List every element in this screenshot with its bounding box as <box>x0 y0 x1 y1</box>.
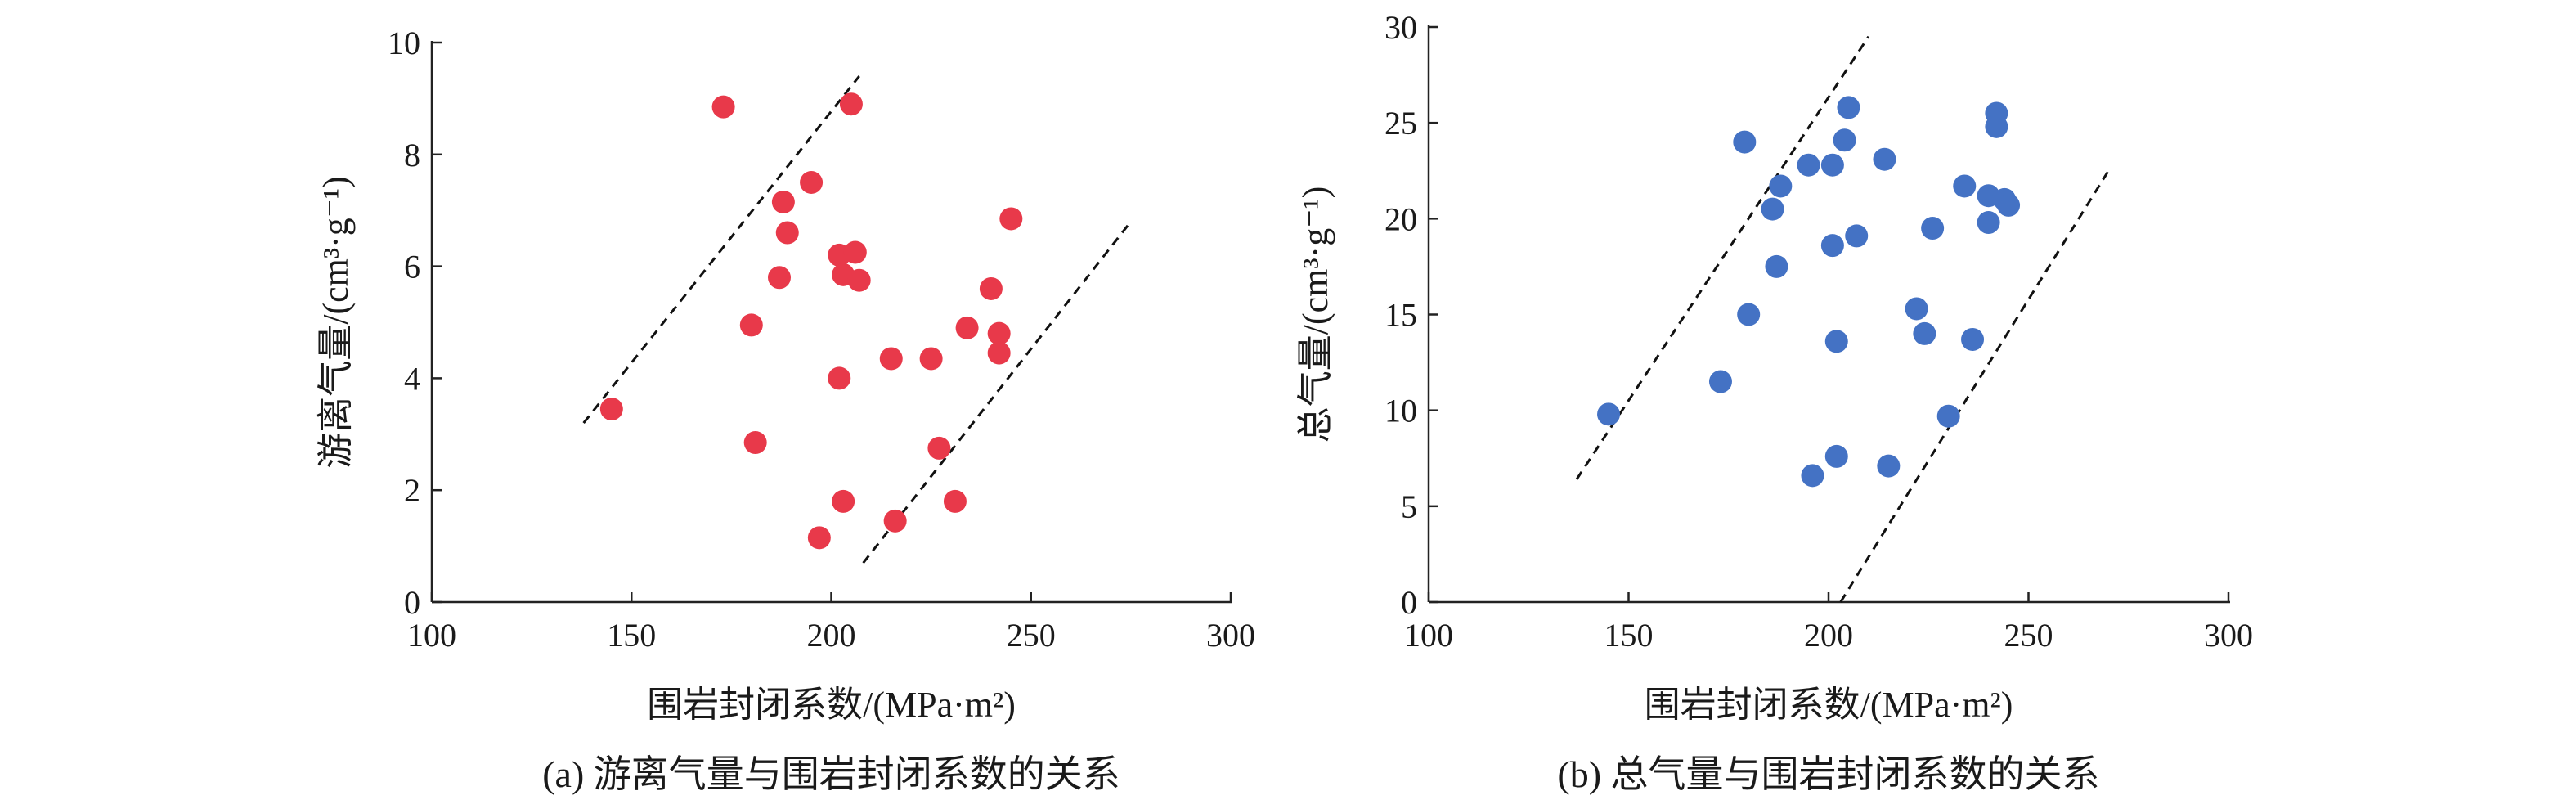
y-axis-title: 总气量/(cm³·g⁻¹) <box>1295 187 1335 443</box>
data-point <box>711 95 735 119</box>
data-point <box>1737 303 1761 326</box>
boundary-dashed-line <box>1575 35 1870 480</box>
y-tick-label: 20 <box>1384 200 1417 237</box>
data-point <box>1977 211 2000 235</box>
data-point <box>979 276 1003 300</box>
data-point <box>843 240 867 264</box>
data-point <box>943 489 967 513</box>
data-point <box>999 207 1023 231</box>
y-tick-label: 10 <box>388 25 420 61</box>
data-point <box>771 190 795 213</box>
chart-b: 100 150 200 250 300 0 5 10 15 20 25 30 围岩封闭系数/(MPa·m… <box>1288 0 2576 809</box>
data-point <box>879 347 903 371</box>
data-point <box>800 171 824 194</box>
data-point <box>1769 174 1793 198</box>
data-point <box>1824 330 1848 353</box>
x-axis-title: 围岩封闭系数/(MPa·m²) <box>647 685 1016 725</box>
data-point <box>1953 174 1977 198</box>
x-tick-label: 150 <box>607 617 656 654</box>
boundary-dashed-line <box>862 220 1133 564</box>
data-point <box>955 316 979 339</box>
data-point <box>1921 217 1945 240</box>
data-point <box>1765 254 1788 278</box>
data-point <box>1873 147 1896 171</box>
data-point <box>767 266 791 290</box>
data-point <box>1820 234 1844 258</box>
x-tick-label: 250 <box>1007 617 1056 654</box>
data-point <box>1708 370 1732 393</box>
y-tick-label: 0 <box>404 584 420 621</box>
x-tick-label: 100 <box>1404 617 1453 654</box>
y-tick-label: 4 <box>404 360 420 397</box>
x-tick-label: 300 <box>2204 617 2253 654</box>
y-tick-label: 6 <box>404 249 420 285</box>
data-point <box>743 431 767 455</box>
data-point <box>599 398 623 421</box>
x-tick-label: 300 <box>1206 617 1255 654</box>
data-point <box>1985 115 2008 138</box>
data-point <box>1597 402 1621 426</box>
data-point <box>1837 96 1860 119</box>
chart-caption: (b) 总气量与围岩封闭系数的关系 <box>1557 753 2099 795</box>
y-tick-label: 8 <box>404 137 420 173</box>
data-point <box>1961 327 1985 351</box>
data-point <box>1997 193 2021 217</box>
y-tick-label: 10 <box>1384 393 1417 429</box>
data-point <box>1913 321 1936 345</box>
boundary-dashed-line <box>1839 169 2110 603</box>
x-tick-label: 100 <box>407 617 456 654</box>
data-point <box>739 313 763 337</box>
y-tick-label: 0 <box>1401 584 1417 621</box>
boundary-dashed-line <box>582 75 860 425</box>
data-point <box>987 341 1011 365</box>
x-tick-label: 200 <box>1804 617 1853 654</box>
data-point <box>1833 128 1856 152</box>
chart-a: 100 150 200 250 300 0 2 4 6 8 10 围岩封闭系数/(MPa·m²) 游离气… <box>316 25 1255 795</box>
data-point <box>775 221 799 245</box>
x-axis-title: 围岩封闭系数/(MPa·m²) <box>1645 685 2013 725</box>
chart-caption: (a) 游离气量与围岩封闭系数的关系 <box>542 753 1120 795</box>
data-point <box>1797 153 1820 177</box>
y-tick-label: 25 <box>1384 105 1417 142</box>
chart-a-svg: 100 150 200 250 300 0 2 4 6 8 10 围岩封闭系数/(MPa·m²) 游离气… <box>316 25 1255 795</box>
data-point <box>1733 130 1757 154</box>
y-tick-label: 2 <box>404 472 420 509</box>
x-tick-label: 250 <box>2004 617 2053 654</box>
data-point <box>1801 464 1824 488</box>
x-tick-label: 200 <box>807 617 856 654</box>
data-point <box>1905 297 1928 321</box>
data-point <box>807 526 831 550</box>
data-point <box>832 489 855 513</box>
y-axis-title: 游离气量/(cm³·g⁻¹) <box>316 176 356 469</box>
data-point <box>1845 224 1869 248</box>
chart-b-svg: 100 150 200 250 300 0 5 10 15 20 25 30 围岩封闭系数/(MPa·m… <box>1295 9 2253 795</box>
data-point <box>1761 197 1784 221</box>
data-point <box>1936 404 1960 428</box>
x-tick-label: 150 <box>1604 617 1654 654</box>
y-tick-label: 15 <box>1384 297 1417 334</box>
data-point <box>1824 444 1848 468</box>
y-tick-label: 30 <box>1384 9 1417 46</box>
data-point <box>927 436 951 460</box>
data-point <box>919 347 943 371</box>
data-point <box>828 366 851 390</box>
data-point <box>883 509 907 533</box>
data-point <box>1877 454 1901 478</box>
data-point <box>839 92 863 116</box>
data-point <box>1820 153 1844 177</box>
data-point <box>987 321 1011 345</box>
y-tick-label: 5 <box>1401 488 1417 525</box>
data-point <box>847 268 871 292</box>
